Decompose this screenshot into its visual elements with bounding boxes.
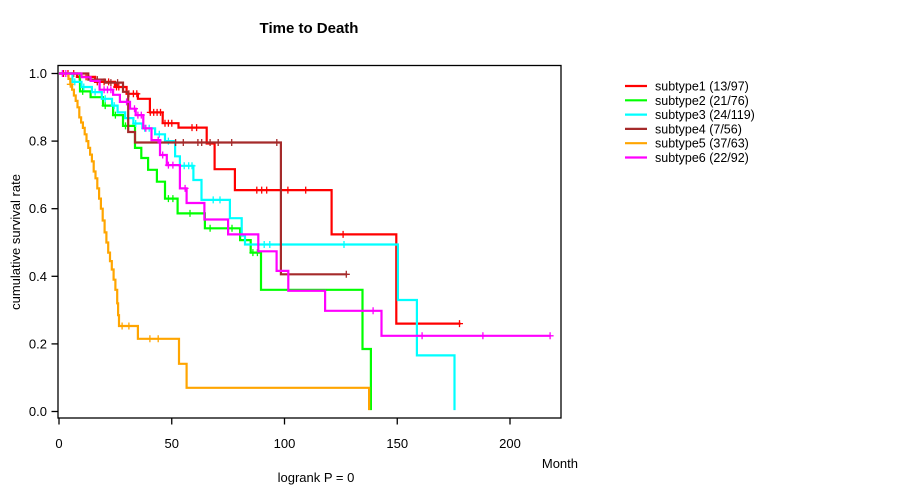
censor-marks-subtype5 bbox=[66, 80, 162, 343]
x-tick-label: 100 bbox=[274, 436, 296, 451]
legend-entry-subtype3: subtype3 (24/119) bbox=[625, 108, 755, 122]
x-tick-label: 200 bbox=[499, 436, 521, 451]
legend-label: subtype4 (7/56) bbox=[655, 122, 742, 136]
censor-marks-subtype6 bbox=[58, 70, 554, 340]
y-tick-label: 0.2 bbox=[29, 336, 47, 351]
legend: subtype1 (13/97)subtype2 (21/76)subtype3… bbox=[625, 80, 755, 165]
x-tick-label: 50 bbox=[165, 436, 179, 451]
legend-label: subtype6 (22/92) bbox=[655, 151, 749, 165]
x-tick-label: 0 bbox=[55, 436, 62, 451]
y-axis-title: cumulative survival rate bbox=[8, 174, 23, 310]
km-curve-subtype3 bbox=[59, 72, 456, 411]
y-tick-label: 0.6 bbox=[29, 201, 47, 216]
legend-label: subtype1 (13/97) bbox=[655, 80, 749, 94]
censor-marks-subtype4 bbox=[93, 76, 350, 278]
plot-area-border bbox=[57, 64, 562, 419]
plot-title: Time to Death bbox=[260, 20, 359, 37]
legend-entry-subtype4: subtype4 (7/56) bbox=[625, 122, 742, 136]
legend-entry-subtype5: subtype5 (37/63) bbox=[625, 137, 749, 151]
legend-label: subtype3 (24/119) bbox=[655, 108, 755, 122]
legend-entry-subtype1: subtype1 (13/97) bbox=[625, 80, 749, 94]
x-tick-label: 150 bbox=[386, 436, 408, 451]
y-axis: 0.0 0.2 0.4 0.6 0.8 1.0 bbox=[29, 66, 58, 419]
legend-label: subtype5 (37/63) bbox=[655, 137, 749, 151]
x-axis-unit-label: Month bbox=[542, 456, 578, 471]
y-tick-label: 0.0 bbox=[29, 404, 47, 419]
y-tick-label: 1.0 bbox=[29, 66, 47, 81]
km-curve-subtype5 bbox=[59, 72, 371, 411]
legend-label: subtype2 (21/76) bbox=[655, 94, 749, 108]
y-tick-label: 0.4 bbox=[29, 269, 47, 284]
legend-entry-subtype2: subtype2 (21/76) bbox=[625, 94, 749, 108]
legend-entry-subtype6: subtype6 (22/92) bbox=[625, 151, 749, 165]
logrank-pvalue-label: logrank P = 0 bbox=[278, 470, 355, 485]
x-axis: 0 50 100 150 200 bbox=[55, 418, 521, 451]
survival-curves bbox=[58, 70, 554, 411]
y-tick-label: 0.8 bbox=[29, 134, 47, 149]
